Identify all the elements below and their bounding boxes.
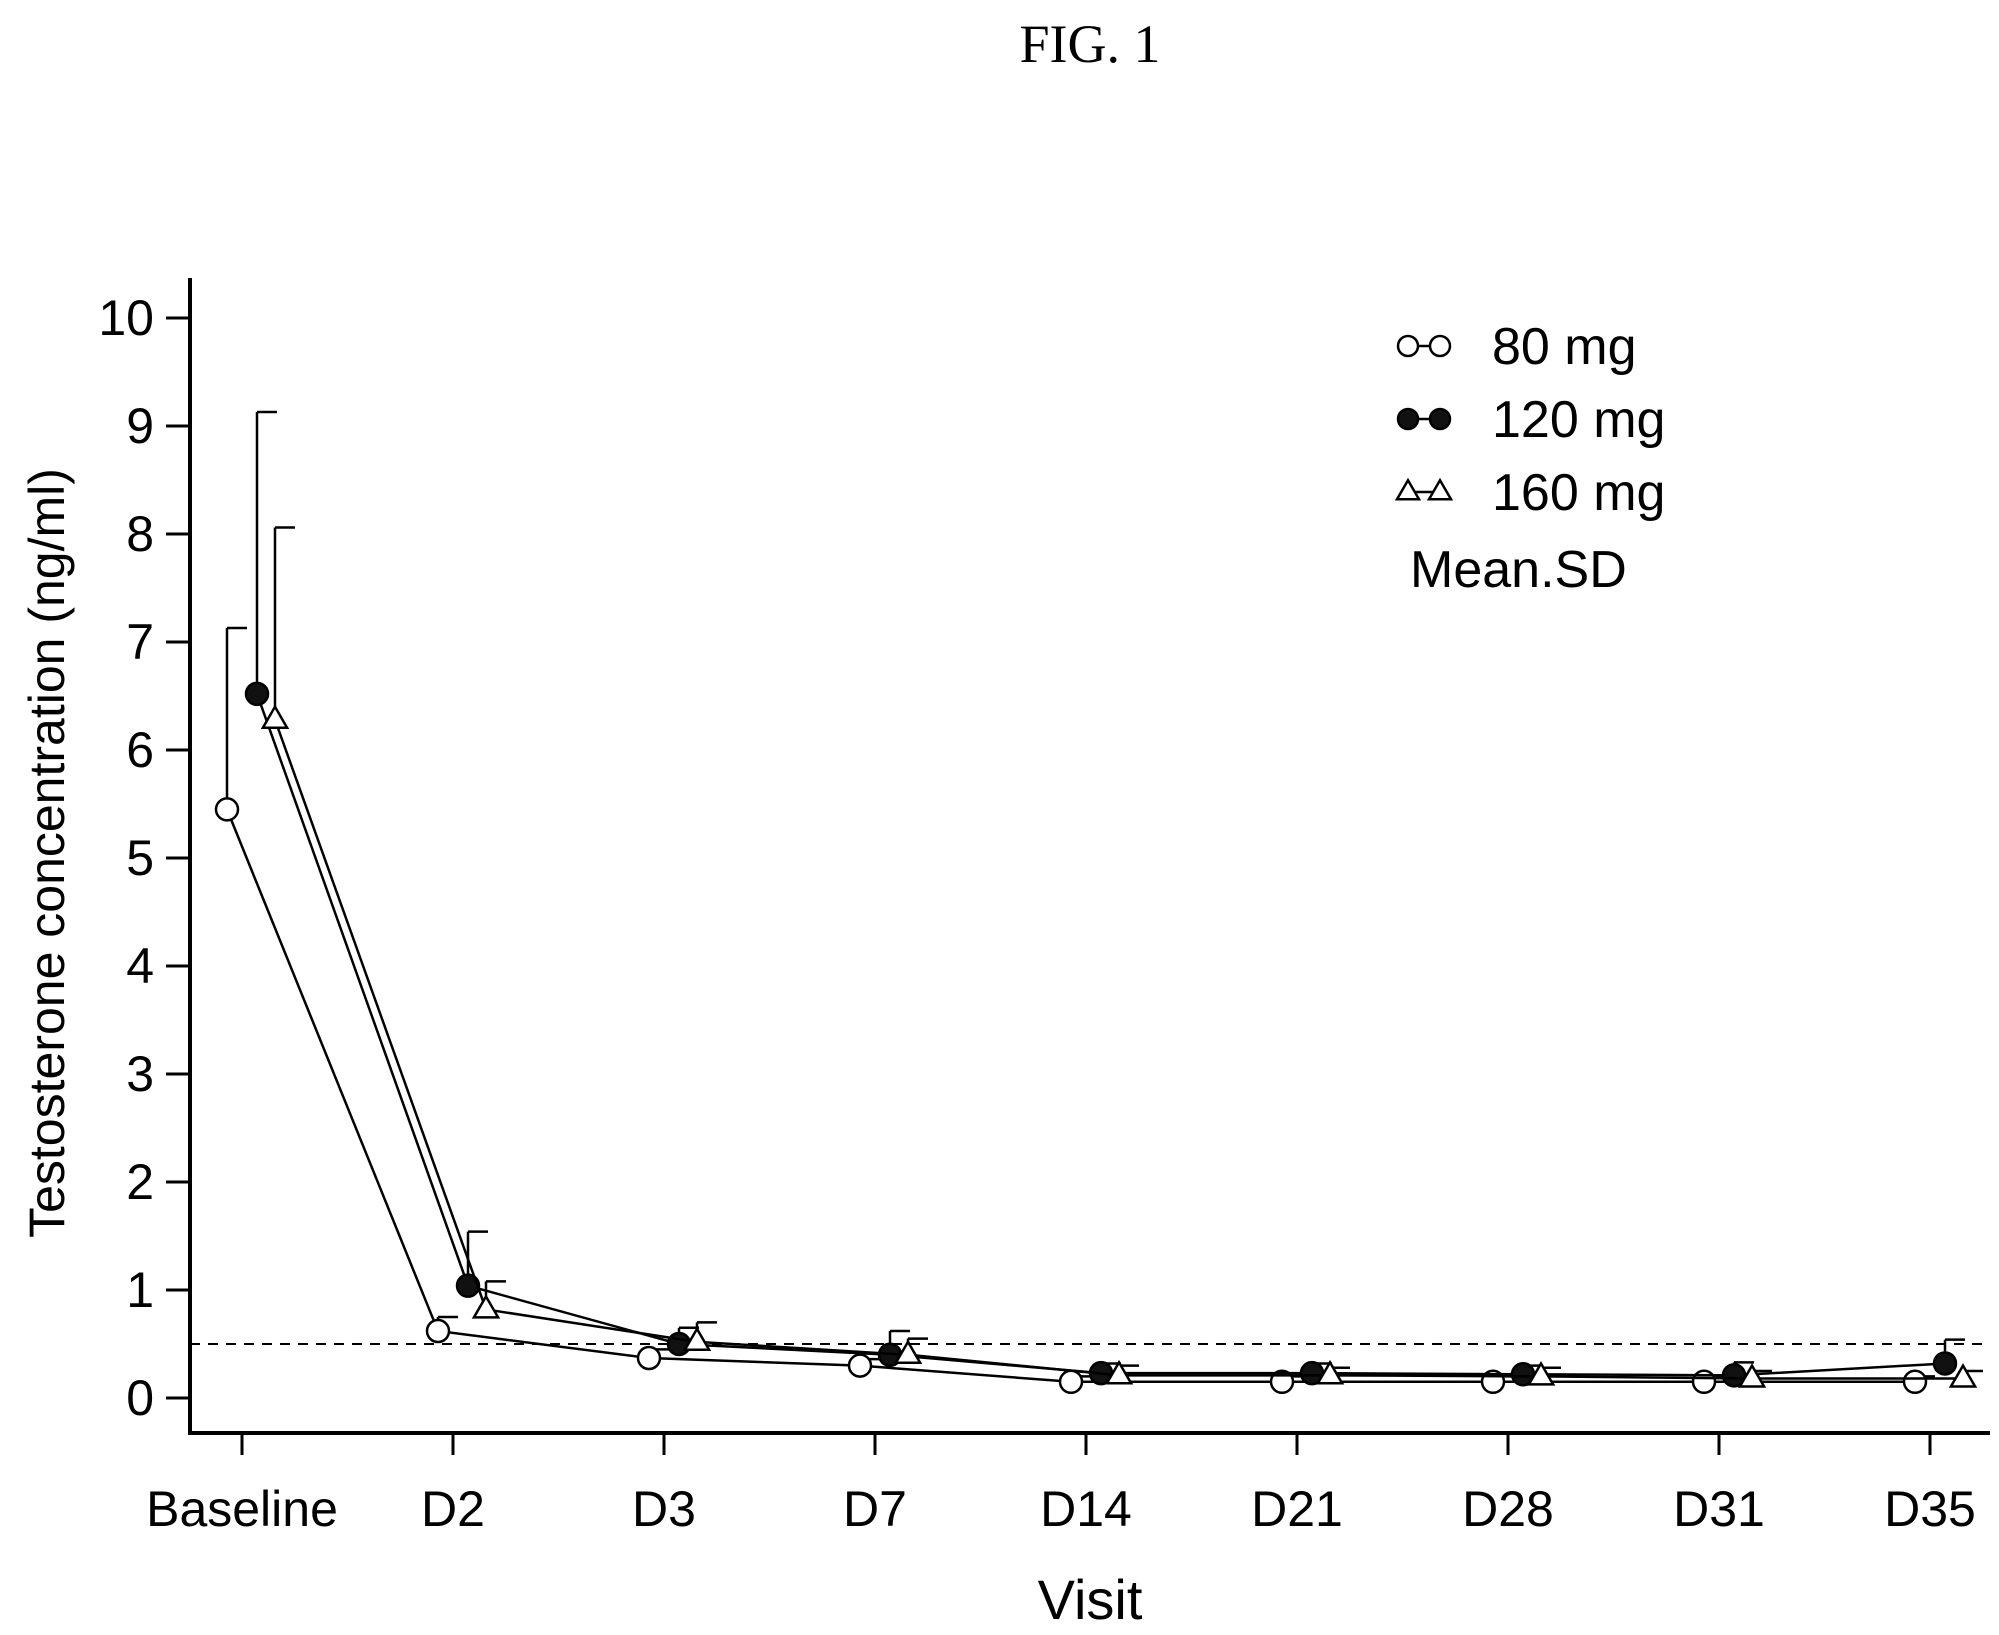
legend: 80 mg 120 mg 160 mg Mean.SD bbox=[1394, 318, 1665, 599]
data-point bbox=[214, 797, 240, 822]
data-point bbox=[847, 1353, 873, 1378]
data-point bbox=[893, 1339, 923, 1364]
y-axis-ticks: 0 1 2 3 4 5 6 7 8 9 10 bbox=[98, 290, 190, 1426]
data-point bbox=[1315, 1359, 1345, 1385]
data-point bbox=[244, 681, 270, 707]
data-point bbox=[1104, 1359, 1134, 1385]
data-point bbox=[471, 1293, 501, 1319]
data-point bbox=[1932, 1351, 1958, 1376]
data-point bbox=[260, 704, 290, 729]
series-line bbox=[255, 693, 1946, 1377]
legend-entry: 80 mg bbox=[1396, 318, 1637, 376]
legend-marker bbox=[1428, 334, 1452, 358]
legend-marker bbox=[1426, 477, 1454, 501]
legend-marker bbox=[1396, 407, 1420, 431]
x-tick-label: D21 bbox=[1251, 1481, 1343, 1537]
data-point bbox=[1526, 1360, 1556, 1386]
series-line bbox=[273, 719, 1963, 1380]
y-tick-label: 1 bbox=[126, 1262, 154, 1318]
legend-note: Mean.SD bbox=[1410, 541, 1627, 599]
legend-label: 160 mg bbox=[1492, 464, 1665, 522]
legend-marker bbox=[1396, 334, 1420, 358]
y-tick-label: 6 bbox=[126, 722, 154, 778]
x-tick-label: D14 bbox=[1040, 1481, 1132, 1537]
legend-entry: 160 mg bbox=[1394, 464, 1665, 522]
x-tick-label: D35 bbox=[1884, 1481, 1976, 1537]
series-160-mg bbox=[260, 526, 1983, 1388]
data-point bbox=[636, 1345, 662, 1371]
data-point bbox=[1948, 1363, 1978, 1388]
y-tick-label: 3 bbox=[126, 1046, 154, 1102]
data-point bbox=[682, 1326, 712, 1352]
legend-label: 80 mg bbox=[1492, 318, 1637, 376]
data-point bbox=[455, 1273, 481, 1298]
figure-label: FIG. 1 bbox=[1019, 14, 1160, 74]
y-tick-label: 4 bbox=[126, 938, 154, 994]
y-axis-label: Testosterone concentration (ng/ml) bbox=[19, 468, 75, 1238]
y-tick-label: 9 bbox=[126, 398, 154, 454]
legend-label: 120 mg bbox=[1492, 391, 1665, 449]
x-tick-label: D31 bbox=[1673, 1481, 1765, 1537]
x-tick-label: D3 bbox=[632, 1481, 696, 1537]
legend-entry: 120 mg bbox=[1396, 391, 1665, 449]
y-tick-label: 7 bbox=[126, 614, 154, 670]
data-point bbox=[666, 1331, 692, 1357]
legend-marker bbox=[1394, 477, 1422, 501]
x-tick-label: D7 bbox=[843, 1481, 907, 1537]
data-point bbox=[425, 1318, 451, 1344]
series-120-mg bbox=[244, 410, 1965, 1388]
data-point bbox=[1902, 1369, 1928, 1395]
x-tick-label: D2 bbox=[421, 1481, 485, 1537]
y-tick-label: 8 bbox=[126, 506, 154, 562]
legend-marker bbox=[1428, 407, 1452, 431]
data-point bbox=[1737, 1363, 1767, 1388]
axes bbox=[188, 278, 1990, 1435]
y-tick-label: 2 bbox=[126, 1154, 154, 1210]
y-tick-label: 5 bbox=[126, 830, 154, 886]
x-axis-ticks: Baseline D2 D3 D7 D14 D21 D28 D31 D35 bbox=[146, 1433, 1976, 1537]
series-layer bbox=[214, 410, 1983, 1395]
y-tick-label: 0 bbox=[126, 1370, 154, 1426]
x-axis-label: Visit bbox=[1038, 1568, 1143, 1631]
x-tick-label: Baseline bbox=[146, 1481, 338, 1537]
data-point bbox=[1058, 1369, 1084, 1395]
y-tick-label: 10 bbox=[98, 290, 154, 346]
x-tick-label: D28 bbox=[1462, 1481, 1554, 1537]
